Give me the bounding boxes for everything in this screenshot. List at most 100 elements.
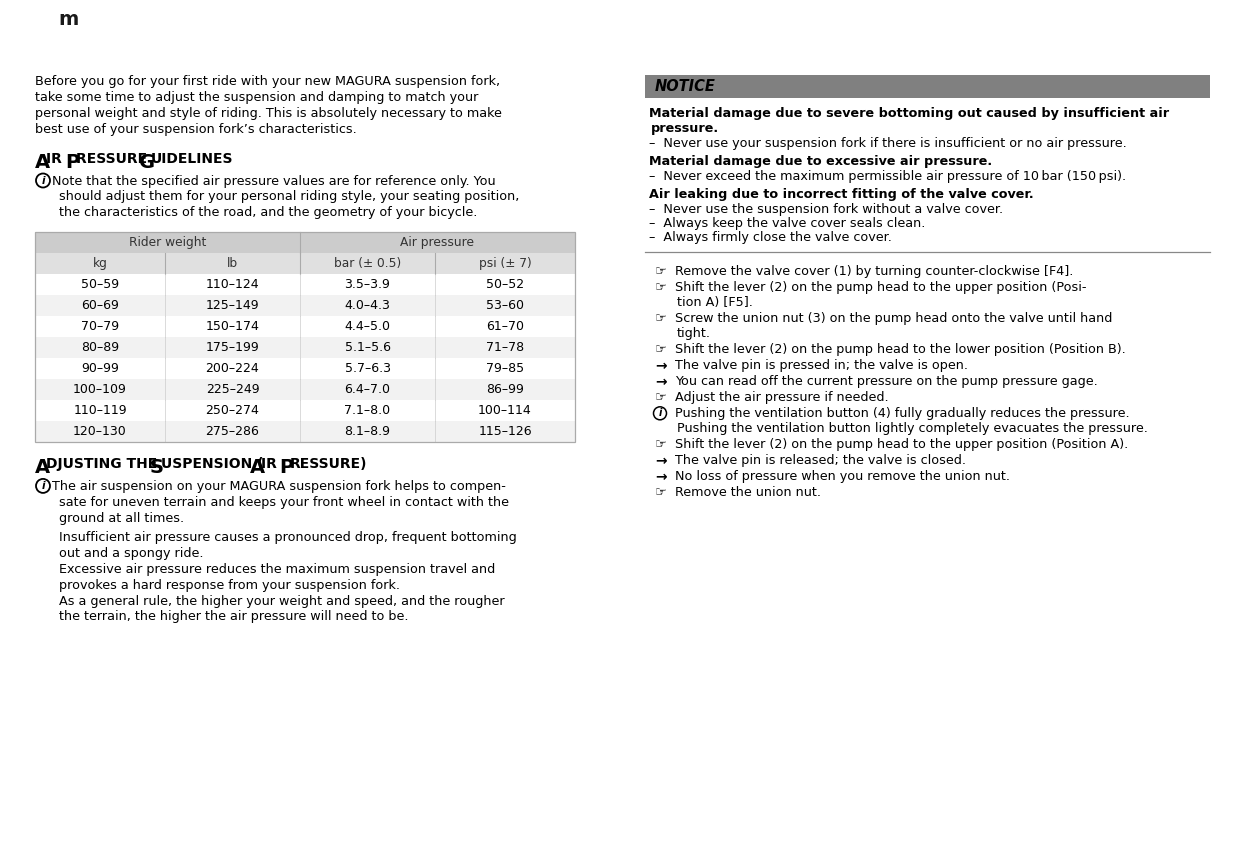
- Text: kg: kg: [93, 256, 108, 270]
- Text: –  Never use the suspension fork without a valve cover.: – Never use the suspension fork without …: [649, 203, 1003, 216]
- Text: the terrain, the higher the air pressure will need to be.: the terrain, the higher the air pressure…: [60, 610, 408, 623]
- Text: Shift the lever (2) on the pump head to the upper position (Position A).: Shift the lever (2) on the pump head to …: [675, 439, 1128, 451]
- Text: →: →: [655, 454, 667, 469]
- Text: G: G: [139, 152, 155, 172]
- Text: 110–124: 110–124: [206, 278, 259, 291]
- Text: Note that the specified air pressure values are for reference only. You: Note that the specified air pressure val…: [52, 174, 496, 187]
- Text: Screw the union nut (3) on the pump head onto the valve until hand: Screw the union nut (3) on the pump head…: [675, 312, 1112, 325]
- Text: No loss of pressure when you remove the union nut.: No loss of pressure when you remove the …: [675, 470, 1011, 483]
- Text: 53–60: 53–60: [486, 299, 525, 312]
- Text: UIDELINES: UIDELINES: [151, 151, 233, 166]
- Bar: [35, 315, 575, 337]
- Text: 86–99: 86–99: [486, 383, 525, 396]
- Text: You can read off the current pressure on the pump pressure gage.: You can read off the current pressure on…: [675, 375, 1097, 388]
- Text: –  Never use your suspension fork if there is insufficient or no air pressure.: – Never use your suspension fork if ther…: [649, 138, 1127, 150]
- Text: ☞: ☞: [655, 281, 667, 294]
- Text: 71–78: 71–78: [486, 341, 525, 354]
- Text: 115–126: 115–126: [479, 425, 532, 438]
- Text: 200–224: 200–224: [206, 362, 259, 374]
- Bar: [35, 421, 575, 442]
- Text: Rider weight: Rider weight: [129, 236, 206, 249]
- Text: tion A) [F5].: tion A) [F5].: [677, 297, 753, 310]
- Text: pressure.: pressure.: [651, 122, 719, 135]
- Text: Material damage due to excessive air pressure.: Material damage due to excessive air pre…: [649, 156, 992, 168]
- Bar: [35, 400, 575, 421]
- Text: Excessive air pressure reduces the maximum suspension travel and: Excessive air pressure reduces the maxim…: [60, 563, 495, 576]
- Text: 80–89: 80–89: [81, 341, 119, 354]
- Text: 4.0–4.3: 4.0–4.3: [345, 299, 391, 312]
- Bar: [645, 75, 1210, 98]
- Text: 70–79: 70–79: [81, 320, 119, 333]
- Text: m: m: [58, 10, 78, 29]
- Text: NOTICE: NOTICE: [655, 80, 715, 94]
- Text: 79–85: 79–85: [486, 362, 525, 374]
- Text: 60–69: 60–69: [81, 299, 119, 312]
- Text: 125–149: 125–149: [206, 299, 259, 312]
- Bar: [35, 232, 575, 253]
- Bar: [35, 358, 575, 379]
- Text: ☞: ☞: [655, 265, 667, 279]
- Text: A: A: [250, 458, 265, 477]
- Text: S: S: [150, 458, 164, 477]
- Text: 150–174: 150–174: [206, 320, 259, 333]
- Text: The air suspension on your MAGURA suspension fork helps to compen-: The air suspension on your MAGURA suspen…: [52, 480, 506, 492]
- Text: U: U: [1228, 20, 1240, 44]
- Text: i: i: [41, 481, 45, 491]
- Text: 61–70: 61–70: [486, 320, 525, 333]
- Text: psi (± 7): psi (± 7): [479, 256, 532, 270]
- Text: Remove the valve cover (1) by turning counter-clockwise [F4].: Remove the valve cover (1) by turning co…: [675, 265, 1074, 279]
- Text: Remove the union nut.: Remove the union nut.: [675, 486, 821, 499]
- Bar: [35, 253, 575, 274]
- Text: The valve pin is released; the valve is closed.: The valve pin is released; the valve is …: [675, 454, 966, 468]
- Text: 100–109: 100–109: [73, 383, 126, 396]
- Text: 250–274: 250–274: [206, 404, 259, 417]
- Text: Air pressure: Air pressure: [401, 236, 475, 249]
- Text: MAGURA: MAGURA: [27, 30, 144, 54]
- Text: Adjust the air pressure if needed.: Adjust the air pressure if needed.: [675, 392, 889, 404]
- Text: Material damage due to severe bottoming out caused by insufficient air: Material damage due to severe bottoming …: [649, 108, 1169, 121]
- Text: ☞: ☞: [655, 312, 667, 325]
- Text: i: i: [41, 175, 45, 186]
- Text: Shift the lever (2) on the pump head to the lower position (Position B).: Shift the lever (2) on the pump head to …: [675, 344, 1126, 357]
- Text: 4.4–5.0: 4.4–5.0: [345, 320, 391, 333]
- Text: 5.1–5.6: 5.1–5.6: [345, 341, 391, 354]
- Text: –  Never exceed the maximum permissible air pressure of 10 bar (150 psi).: – Never exceed the maximum permissible a…: [649, 170, 1126, 183]
- Text: 25: 25: [1183, 830, 1210, 850]
- Text: take some time to adjust the suspension and damping to match your: take some time to adjust the suspension …: [35, 91, 479, 104]
- Text: →: →: [655, 359, 667, 374]
- Text: A: A: [35, 458, 50, 477]
- Text: RESSURE): RESSURE): [290, 457, 367, 471]
- Text: ☞: ☞: [655, 486, 667, 499]
- Text: 50–59: 50–59: [81, 278, 119, 291]
- Text: IR: IR: [46, 151, 67, 166]
- Bar: [35, 295, 575, 315]
- Text: 5.7–6.3: 5.7–6.3: [345, 362, 391, 374]
- Text: 120–130: 120–130: [73, 425, 126, 438]
- Text: 50–52: 50–52: [486, 278, 525, 291]
- Text: 6.4–7.0: 6.4–7.0: [345, 383, 391, 396]
- Text: the characteristics of the road, and the geometry of your bicycle.: the characteristics of the road, and the…: [60, 206, 477, 219]
- Text: –  Always firmly close the valve cover.: – Always firmly close the valve cover.: [649, 232, 892, 245]
- Text: S: S: [1188, 20, 1207, 44]
- Text: RESSURE: RESSURE: [76, 151, 153, 166]
- Text: Pushing the ventilation button lightly completely evacuates the pressure.: Pushing the ventilation button lightly c…: [677, 422, 1148, 435]
- Text: bar (± 0.5): bar (± 0.5): [334, 256, 401, 270]
- Bar: [35, 232, 575, 442]
- Text: 175–199: 175–199: [206, 341, 259, 354]
- Text: ground at all times.: ground at all times.: [60, 511, 184, 524]
- Bar: [35, 337, 575, 358]
- Text: out and a spongy ride.: out and a spongy ride.: [60, 547, 203, 560]
- Text: ☞: ☞: [655, 392, 667, 404]
- Text: –  Always keep the valve cover seals clean.: – Always keep the valve cover seals clea…: [649, 217, 925, 230]
- Bar: [35, 274, 575, 295]
- Text: ☞: ☞: [655, 344, 667, 357]
- Text: USPENSION (: USPENSION (: [161, 457, 263, 471]
- Text: Pushing the ventilation button (4) fully gradually reduces the pressure.: Pushing the ventilation button (4) fully…: [675, 407, 1130, 421]
- Text: should adjust them for your personal riding style, your seating position,: should adjust them for your personal rid…: [60, 191, 520, 203]
- Text: As a general rule, the higher your weight and speed, and the rougher: As a general rule, the higher your weigh…: [60, 594, 505, 608]
- Text: DJUSTING THE: DJUSTING THE: [46, 457, 162, 471]
- Text: A: A: [35, 152, 50, 172]
- Text: i: i: [658, 409, 662, 418]
- Text: P: P: [64, 152, 79, 172]
- Text: The valve pin is pressed in; the valve is open.: The valve pin is pressed in; the valve i…: [675, 359, 968, 372]
